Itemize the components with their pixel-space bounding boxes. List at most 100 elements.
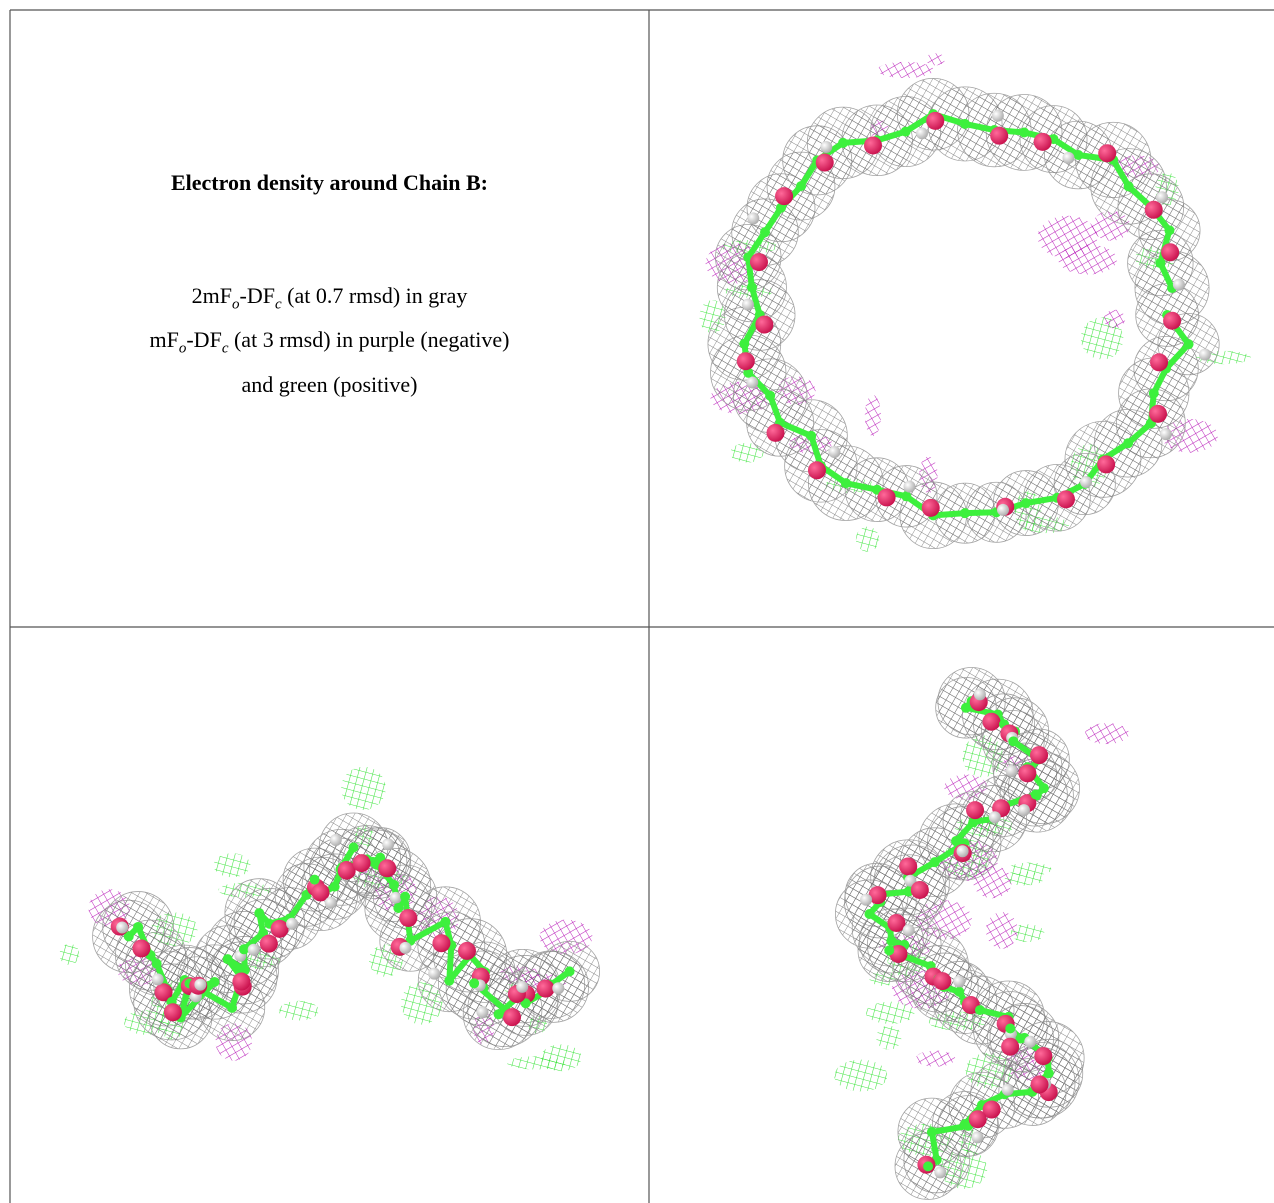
caption-lines: 2mFo-DFc (at 0.7 rmsd) in gray mFo-DFc (a… [10, 278, 649, 403]
hydrogen-atom [247, 943, 260, 956]
oxygen-atom [232, 972, 251, 991]
hydrogen-atom [324, 896, 337, 909]
carbon-atom [806, 430, 817, 441]
hydrogen-atom [286, 917, 299, 930]
carbon-atom [796, 181, 807, 192]
carbon-atom [838, 137, 849, 148]
oxygen-atom [1034, 1047, 1053, 1066]
caption-title: Electron density around Chain B: [170, 170, 489, 195]
carbon-atom [884, 945, 895, 956]
carbon-atom [348, 842, 359, 853]
oxygen-atom [877, 488, 896, 507]
oxygen-atom [921, 498, 940, 517]
oxygen-atom [864, 136, 883, 155]
oxygen-atom [1056, 490, 1075, 509]
negative-density [834, 1059, 888, 1092]
carbon-atom [493, 1009, 504, 1020]
bond [1110, 158, 1132, 188]
bond [446, 945, 455, 981]
hydrogen-atom [329, 834, 342, 847]
oxygen-atom [457, 941, 476, 960]
negative-density [1037, 215, 1098, 259]
carbon-atom [1123, 181, 1134, 192]
oxygen-atom [990, 126, 1009, 145]
oxygen-atom [503, 1008, 522, 1027]
oxygen-atom [887, 913, 906, 932]
carbon-atom [1073, 149, 1084, 160]
carbon-atom [440, 916, 451, 927]
carbon-atom [1164, 225, 1175, 236]
hydrogen-atom [428, 967, 441, 980]
hydrogen-atom [382, 838, 395, 851]
oxygen-atom [775, 187, 794, 206]
caption-subscript: c [221, 340, 229, 357]
carbon-atom [960, 118, 970, 129]
oxygen-atom [982, 712, 1001, 731]
positive-density [864, 394, 881, 437]
bond [408, 919, 447, 944]
oxygen-atom [1161, 243, 1180, 262]
carbon-atom [923, 1161, 934, 1172]
negative-density [876, 1025, 902, 1050]
carbon-atom [951, 836, 962, 847]
oxygen-atom [399, 908, 418, 927]
bond [778, 419, 813, 439]
molecule-panel [699, 53, 1251, 552]
oxygen-atom [154, 983, 173, 1002]
hydrogen-atom [747, 212, 760, 225]
positive-density [1103, 309, 1126, 329]
positive-density [877, 61, 934, 79]
caption-text: mF [149, 327, 179, 353]
oxygen-atom [259, 934, 278, 953]
bond [933, 510, 966, 519]
hydrogen-atom [934, 1166, 947, 1179]
carbon-atom [765, 390, 776, 401]
oxygen-atom [968, 1110, 987, 1129]
oxygen-atom [270, 919, 289, 938]
bond [808, 434, 824, 467]
caption-text: -DF [186, 327, 222, 353]
oxygen-atom [163, 1003, 182, 1022]
hydrogen-atom [903, 480, 916, 493]
bond [1025, 494, 1058, 507]
hydrogen-atom [552, 982, 565, 995]
caption-line: and green (positive) [10, 367, 649, 403]
carbon-atom [864, 909, 875, 920]
positive-density [915, 1050, 956, 1067]
hydrogen-atom [194, 978, 207, 991]
carbon-atom [886, 935, 897, 946]
carbon-atom [151, 958, 162, 969]
table-borders [9, 9, 1274, 1203]
hydrogen-atom [476, 1006, 489, 1019]
carbon-atom [776, 202, 787, 213]
carbon-atom [1155, 257, 1166, 268]
bond [845, 480, 878, 493]
oxygen-atom [1098, 144, 1117, 163]
carbon-atom [1019, 127, 1030, 138]
carbon-atom [1005, 1023, 1016, 1034]
oxygen-atom [337, 861, 356, 880]
carbon-atom [1008, 736, 1019, 747]
carbon-atom [960, 702, 971, 713]
oxygen-atom [432, 934, 451, 953]
carbon-atom [393, 902, 404, 913]
bond [906, 859, 937, 880]
molecule-panel [834, 667, 1130, 1200]
carbon-atom [1183, 339, 1194, 350]
hydrogen-atom [971, 1131, 984, 1144]
hydrogen-atom [820, 140, 833, 153]
oxygen-atom [536, 979, 555, 998]
hydrogen-atom [389, 891, 402, 904]
carbon-atom [226, 1002, 237, 1013]
hydrogen-atom [116, 921, 129, 934]
hydrogen-atom [973, 688, 986, 701]
caption-text: -DF [239, 283, 275, 308]
positive-density [1084, 723, 1130, 745]
negative-density [1010, 924, 1045, 943]
oxygen-atom [910, 880, 929, 899]
negative-density [278, 1000, 319, 1021]
oxygen-atom [1144, 200, 1163, 219]
oxygen-atom [1149, 404, 1168, 423]
hydrogen-atom [953, 975, 966, 988]
carbon-atom [1043, 1068, 1054, 1079]
